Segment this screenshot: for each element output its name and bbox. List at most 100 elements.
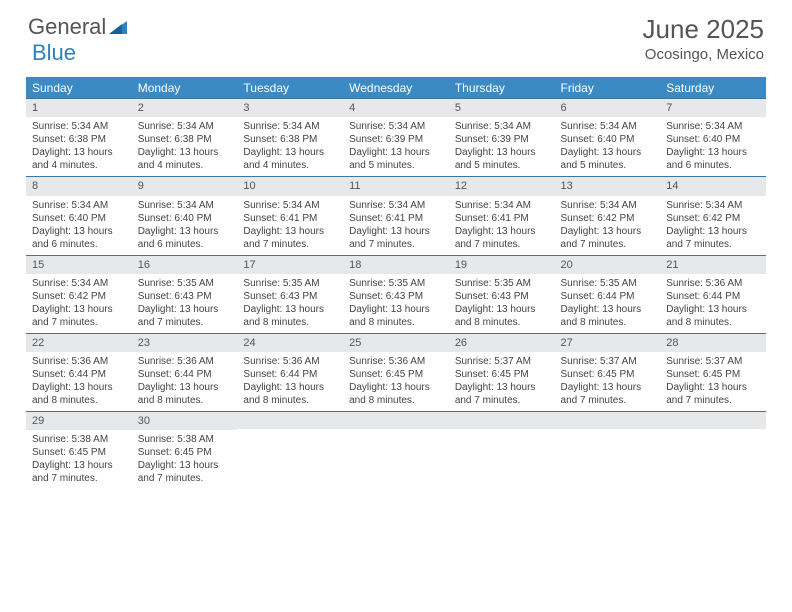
sunrise-line: Sunrise: 5:35 AM xyxy=(455,277,549,290)
sunset-line: Sunset: 6:44 PM xyxy=(243,368,337,381)
sunset-line: Sunset: 6:42 PM xyxy=(666,212,760,225)
day-header: Sunday xyxy=(26,78,132,99)
day-number: 8 xyxy=(26,177,132,195)
sunset-line: Sunset: 6:40 PM xyxy=(561,133,655,146)
day-data: Sunrise: 5:35 AMSunset: 6:43 PMDaylight:… xyxy=(132,274,238,333)
calendar-cell: 15Sunrise: 5:34 AMSunset: 6:42 PMDayligh… xyxy=(26,255,132,333)
calendar-row: 8Sunrise: 5:34 AMSunset: 6:40 PMDaylight… xyxy=(26,177,766,255)
sunset-line: Sunset: 6:43 PM xyxy=(455,290,549,303)
sunset-line: Sunset: 6:45 PM xyxy=(349,368,443,381)
sunset-line: Sunset: 6:44 PM xyxy=(561,290,655,303)
daylight-line: Daylight: 13 hours and 6 minutes. xyxy=(666,146,760,172)
day-number: 29 xyxy=(26,412,132,430)
day-number: 13 xyxy=(555,177,661,195)
calendar-cell: 8Sunrise: 5:34 AMSunset: 6:40 PMDaylight… xyxy=(26,177,132,255)
sunrise-line: Sunrise: 5:34 AM xyxy=(138,199,232,212)
location: Ocosingo, Mexico xyxy=(643,46,764,63)
day-data: Sunrise: 5:36 AMSunset: 6:44 PMDaylight:… xyxy=(660,274,766,333)
calendar-cell xyxy=(555,412,661,490)
day-number: 24 xyxy=(237,334,343,352)
day-number-empty xyxy=(555,412,661,429)
daylight-line: Daylight: 13 hours and 5 minutes. xyxy=(349,146,443,172)
day-number: 18 xyxy=(343,256,449,274)
day-data: Sunrise: 5:34 AMSunset: 6:38 PMDaylight:… xyxy=(132,117,238,176)
sunset-line: Sunset: 6:45 PM xyxy=(455,368,549,381)
sunset-line: Sunset: 6:41 PM xyxy=(349,212,443,225)
sunset-line: Sunset: 6:40 PM xyxy=(32,212,126,225)
day-data: Sunrise: 5:34 AMSunset: 6:41 PMDaylight:… xyxy=(343,196,449,255)
calendar-cell: 16Sunrise: 5:35 AMSunset: 6:43 PMDayligh… xyxy=(132,255,238,333)
sunrise-line: Sunrise: 5:34 AM xyxy=(32,199,126,212)
day-number: 22 xyxy=(26,334,132,352)
sunrise-line: Sunrise: 5:34 AM xyxy=(349,120,443,133)
day-number-empty xyxy=(237,412,343,429)
day-number-empty xyxy=(660,412,766,429)
daylight-line: Daylight: 13 hours and 8 minutes. xyxy=(138,381,232,407)
sunrise-line: Sunrise: 5:36 AM xyxy=(666,277,760,290)
sunrise-line: Sunrise: 5:37 AM xyxy=(561,355,655,368)
day-data: Sunrise: 5:34 AMSunset: 6:40 PMDaylight:… xyxy=(660,117,766,176)
daylight-line: Daylight: 13 hours and 7 minutes. xyxy=(666,225,760,251)
daylight-line: Daylight: 13 hours and 6 minutes. xyxy=(138,225,232,251)
calendar-cell: 9Sunrise: 5:34 AMSunset: 6:40 PMDaylight… xyxy=(132,177,238,255)
sunrise-line: Sunrise: 5:34 AM xyxy=(561,199,655,212)
sunrise-line: Sunrise: 5:35 AM xyxy=(243,277,337,290)
day-header: Saturday xyxy=(660,78,766,99)
day-data: Sunrise: 5:34 AMSunset: 6:42 PMDaylight:… xyxy=(660,196,766,255)
day-data: Sunrise: 5:34 AMSunset: 6:40 PMDaylight:… xyxy=(132,196,238,255)
day-data: Sunrise: 5:34 AMSunset: 6:39 PMDaylight:… xyxy=(343,117,449,176)
calendar-head: SundayMondayTuesdayWednesdayThursdayFrid… xyxy=(26,78,766,99)
day-header: Wednesday xyxy=(343,78,449,99)
sunrise-line: Sunrise: 5:35 AM xyxy=(349,277,443,290)
day-number: 17 xyxy=(237,256,343,274)
calendar-cell: 1Sunrise: 5:34 AMSunset: 6:38 PMDaylight… xyxy=(26,99,132,177)
sunrise-line: Sunrise: 5:34 AM xyxy=(32,277,126,290)
day-number: 11 xyxy=(343,177,449,195)
day-number: 14 xyxy=(660,177,766,195)
day-number-empty xyxy=(449,412,555,429)
day-data: Sunrise: 5:36 AMSunset: 6:44 PMDaylight:… xyxy=(26,352,132,411)
calendar-cell: 13Sunrise: 5:34 AMSunset: 6:42 PMDayligh… xyxy=(555,177,661,255)
sunset-line: Sunset: 6:43 PM xyxy=(243,290,337,303)
sunset-line: Sunset: 6:40 PM xyxy=(138,212,232,225)
sunset-line: Sunset: 6:45 PM xyxy=(32,446,126,459)
day-number: 30 xyxy=(132,412,238,430)
sunset-line: Sunset: 6:38 PM xyxy=(243,133,337,146)
day-data: Sunrise: 5:34 AMSunset: 6:41 PMDaylight:… xyxy=(449,196,555,255)
day-data: Sunrise: 5:34 AMSunset: 6:39 PMDaylight:… xyxy=(449,117,555,176)
day-data: Sunrise: 5:34 AMSunset: 6:41 PMDaylight:… xyxy=(237,196,343,255)
daylight-line: Daylight: 13 hours and 7 minutes. xyxy=(138,459,232,485)
daylight-line: Daylight: 13 hours and 4 minutes. xyxy=(243,146,337,172)
calendar-cell: 2Sunrise: 5:34 AMSunset: 6:38 PMDaylight… xyxy=(132,99,238,177)
calendar-cell: 7Sunrise: 5:34 AMSunset: 6:40 PMDaylight… xyxy=(660,99,766,177)
calendar-cell: 24Sunrise: 5:36 AMSunset: 6:44 PMDayligh… xyxy=(237,333,343,411)
sunrise-line: Sunrise: 5:38 AM xyxy=(138,433,232,446)
sunrise-line: Sunrise: 5:34 AM xyxy=(666,120,760,133)
day-data: Sunrise: 5:36 AMSunset: 6:44 PMDaylight:… xyxy=(237,352,343,411)
daylight-line: Daylight: 13 hours and 7 minutes. xyxy=(561,381,655,407)
daylight-line: Daylight: 13 hours and 7 minutes. xyxy=(349,225,443,251)
daylight-line: Daylight: 13 hours and 8 minutes. xyxy=(243,303,337,329)
sunset-line: Sunset: 6:45 PM xyxy=(138,446,232,459)
calendar-cell: 27Sunrise: 5:37 AMSunset: 6:45 PMDayligh… xyxy=(555,333,661,411)
sunrise-line: Sunrise: 5:34 AM xyxy=(455,199,549,212)
sunset-line: Sunset: 6:43 PM xyxy=(138,290,232,303)
day-data: Sunrise: 5:35 AMSunset: 6:44 PMDaylight:… xyxy=(555,274,661,333)
calendar-cell: 6Sunrise: 5:34 AMSunset: 6:40 PMDaylight… xyxy=(555,99,661,177)
day-data: Sunrise: 5:37 AMSunset: 6:45 PMDaylight:… xyxy=(449,352,555,411)
daylight-line: Daylight: 13 hours and 7 minutes. xyxy=(32,303,126,329)
calendar-row: 1Sunrise: 5:34 AMSunset: 6:38 PMDaylight… xyxy=(26,99,766,177)
day-data: Sunrise: 5:34 AMSunset: 6:42 PMDaylight:… xyxy=(26,274,132,333)
sunset-line: Sunset: 6:41 PM xyxy=(455,212,549,225)
day-number: 1 xyxy=(26,99,132,117)
day-header: Thursday xyxy=(449,78,555,99)
sunset-line: Sunset: 6:44 PM xyxy=(32,368,126,381)
day-number: 27 xyxy=(555,334,661,352)
day-number: 15 xyxy=(26,256,132,274)
day-number: 9 xyxy=(132,177,238,195)
sunset-line: Sunset: 6:38 PM xyxy=(32,133,126,146)
daylight-line: Daylight: 13 hours and 5 minutes. xyxy=(561,146,655,172)
calendar-cell: 28Sunrise: 5:37 AMSunset: 6:45 PMDayligh… xyxy=(660,333,766,411)
daylight-line: Daylight: 13 hours and 8 minutes. xyxy=(32,381,126,407)
daylight-line: Daylight: 13 hours and 7 minutes. xyxy=(138,303,232,329)
